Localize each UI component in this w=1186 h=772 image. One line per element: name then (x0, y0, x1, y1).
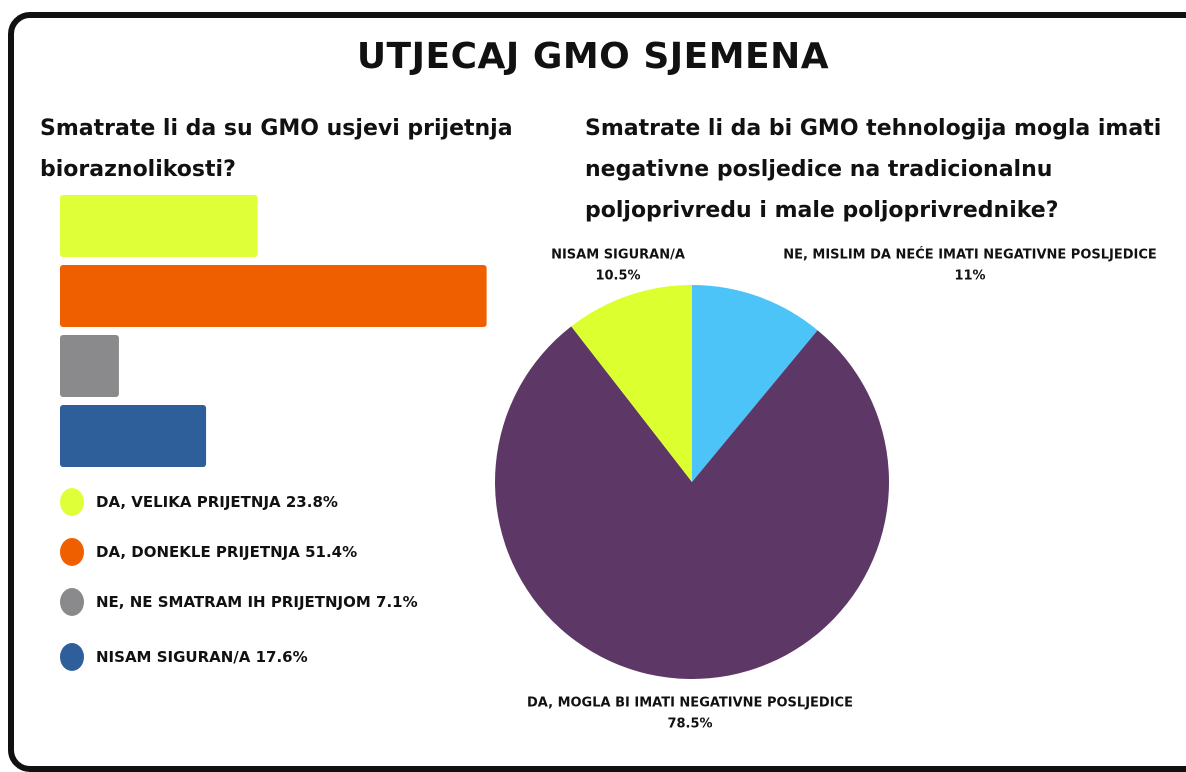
legend-value: 23.8% (286, 493, 338, 511)
legend-label: DA, VELIKA PRIJETNJA 23.8% (96, 493, 338, 511)
legend-value: 7.1% (376, 593, 418, 611)
slice-value: 10.5% (595, 269, 640, 284)
legend-swatch (60, 538, 84, 566)
slice-label: NE, MISLIM DA NEĆE IMATI NEGATIVNE POSLJ… (783, 247, 1157, 263)
bar (60, 195, 258, 257)
legend-value: 17.6% (256, 648, 308, 666)
slice-value: 11% (954, 269, 985, 284)
page-title: UTJECAJ GMO SJEMENA (356, 36, 830, 77)
legend-category: DA, DONEKLE PRIJETNJA (96, 543, 300, 561)
pie-slice (571, 285, 692, 482)
pie-slice (494, 326, 889, 679)
legend-label: DA, DONEKLE PRIJETNJA 51.4% (96, 543, 357, 561)
bar (60, 265, 487, 327)
slice-value: 78.5% (667, 717, 712, 732)
legend-swatch (60, 643, 84, 671)
legend-category: NE, NE SMATRAM IH PRIJETNJOM (96, 593, 371, 611)
legend-category: NISAM SIGURAN/A (96, 648, 251, 666)
legend-swatch (60, 588, 84, 616)
legend-category: DA, VELIKA PRIJETNJA (96, 493, 281, 511)
legend-swatch (60, 488, 84, 516)
charts: DA, VELIKA PRIJETNJA 23.8% DA, DONEKLE PR… (60, 195, 1157, 732)
chart-title: Smatrate li da bi GMO tehnologija mogla … (585, 116, 1162, 223)
legend-label: NE, NE SMATRAM IH PRIJETNJOM 7.1% (96, 593, 418, 611)
bar (60, 335, 119, 397)
legend-label: NISAM SIGURAN/A 17.6% (96, 648, 308, 666)
bar (60, 405, 207, 467)
slice-label: DA, MOGLA BI IMATI NEGATIVNE POSLJEDICE (527, 696, 853, 711)
legend-value: 51.4% (305, 543, 357, 561)
chart-title: Smatrate li da su GMO usjevi prijetnja b… (40, 116, 513, 182)
page: UTJECAJ GMO SJEMENA Smatrate li da su GM… (8, 12, 1186, 772)
pie-slice (692, 285, 818, 482)
slice-label: NISAM SIGURAN/A (551, 248, 685, 263)
